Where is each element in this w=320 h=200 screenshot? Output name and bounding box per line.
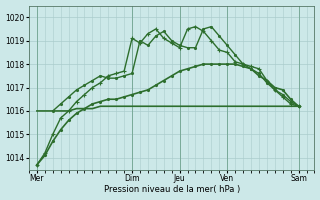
X-axis label: Pression niveau de la mer( hPa ): Pression niveau de la mer( hPa ) xyxy=(104,185,240,194)
